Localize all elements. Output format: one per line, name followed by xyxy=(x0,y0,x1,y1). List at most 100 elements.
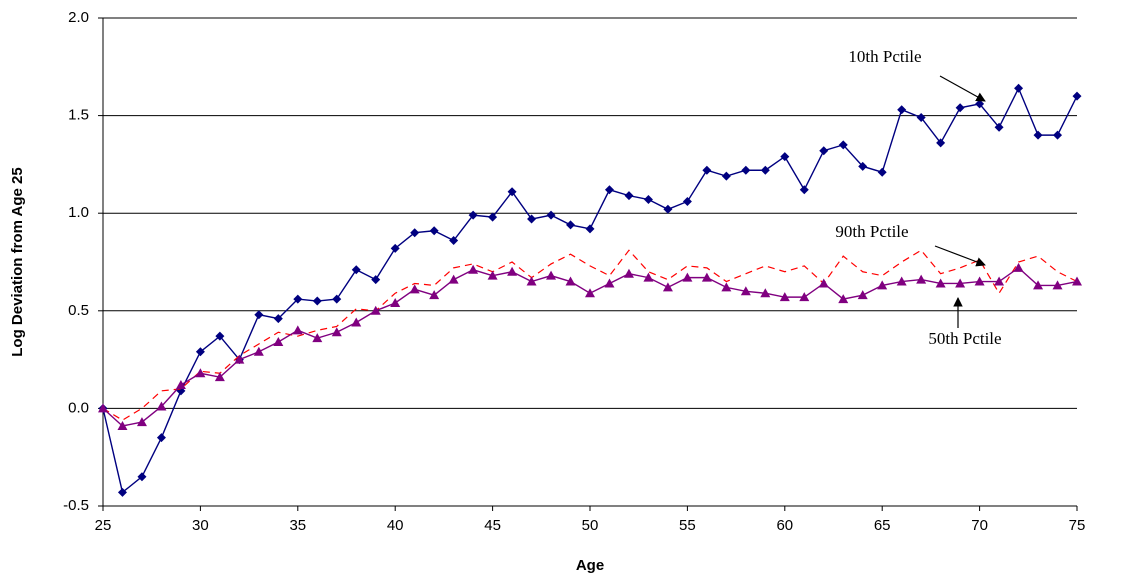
data-point xyxy=(566,220,576,230)
data-point xyxy=(897,105,907,115)
data-point xyxy=(663,204,673,214)
data-point xyxy=(643,272,654,282)
data-point xyxy=(974,276,985,286)
y-axis-label: Log Deviation from Age 25 xyxy=(9,167,26,356)
data-point xyxy=(332,294,342,304)
data-point xyxy=(955,103,965,113)
x-tick-label: 30 xyxy=(192,517,209,534)
data-point xyxy=(624,191,634,201)
data-point xyxy=(741,165,751,175)
x-tick-label: 75 xyxy=(1069,517,1086,534)
data-point xyxy=(1072,91,1082,101)
y-tick-label: 0.5 xyxy=(68,302,89,319)
data-point xyxy=(585,224,595,234)
data-point xyxy=(507,187,517,197)
data-point xyxy=(312,296,322,306)
data-point xyxy=(195,368,206,378)
data-point xyxy=(701,272,712,282)
data-point xyxy=(234,354,245,364)
data-point xyxy=(429,290,440,300)
data-point xyxy=(215,331,225,341)
data-point xyxy=(779,292,790,302)
data-point xyxy=(273,314,283,324)
y-tick-label: 1.5 xyxy=(68,107,89,124)
x-tick-label: 45 xyxy=(484,517,501,534)
data-point xyxy=(721,282,732,292)
data-point xyxy=(371,275,381,285)
data-point xyxy=(409,284,420,294)
data-point xyxy=(370,305,381,315)
data-point xyxy=(351,265,361,275)
data-point xyxy=(1033,280,1044,290)
data-point xyxy=(682,196,692,206)
data-point xyxy=(682,272,693,282)
data-point xyxy=(857,290,868,300)
data-point xyxy=(117,487,127,497)
data-point xyxy=(799,292,810,302)
data-point xyxy=(994,276,1005,286)
x-tick-label: 25 xyxy=(95,517,112,534)
data-point xyxy=(838,294,849,304)
series-label: 10th Pctile xyxy=(848,47,921,66)
data-point xyxy=(623,268,634,278)
x-tick-label: 60 xyxy=(776,517,793,534)
data-point xyxy=(429,226,439,236)
data-point xyxy=(351,317,362,327)
series-line xyxy=(102,249,1078,421)
data-point xyxy=(740,286,751,296)
data-point xyxy=(780,152,790,162)
data-point xyxy=(585,288,595,298)
data-point xyxy=(565,276,576,286)
series-label: 50th Pctile xyxy=(928,329,1001,348)
data-point xyxy=(760,165,770,175)
data-point xyxy=(604,185,614,195)
annotation-arrow xyxy=(939,75,986,102)
x-tick-label: 40 xyxy=(387,517,404,534)
data-point xyxy=(994,122,1004,132)
data-point xyxy=(156,401,167,411)
data-point xyxy=(1052,280,1063,290)
data-point xyxy=(410,228,420,238)
data-point xyxy=(98,403,108,413)
data-point xyxy=(643,195,653,205)
data-point xyxy=(449,236,459,246)
data-point xyxy=(293,294,303,304)
data-point xyxy=(390,243,400,253)
data-point xyxy=(117,420,128,430)
data-point xyxy=(331,327,342,337)
x-tick-label: 70 xyxy=(971,517,988,534)
data-point xyxy=(214,372,225,382)
data-point xyxy=(390,297,401,307)
data-point xyxy=(662,282,673,292)
x-tick-label: 35 xyxy=(289,517,306,534)
data-point xyxy=(156,433,166,443)
data-point xyxy=(896,276,907,286)
data-point xyxy=(273,337,284,347)
data-point xyxy=(1053,130,1063,140)
data-point xyxy=(526,276,537,286)
data-point xyxy=(1072,276,1082,286)
data-point xyxy=(916,274,927,284)
data-point xyxy=(1014,83,1024,93)
data-point xyxy=(468,264,479,274)
data-point xyxy=(1013,262,1024,272)
data-point xyxy=(468,210,478,220)
data-point xyxy=(838,140,848,150)
x-tick-label: 65 xyxy=(874,517,891,534)
data-point xyxy=(527,214,537,224)
data-point xyxy=(175,379,186,389)
data-point xyxy=(136,417,147,427)
data-point xyxy=(799,185,809,195)
data-point xyxy=(936,138,946,148)
annotation-arrow xyxy=(934,245,986,267)
data-point xyxy=(858,161,868,171)
data-point xyxy=(935,278,946,288)
data-point xyxy=(253,346,264,356)
data-point xyxy=(254,310,264,320)
data-point xyxy=(877,280,888,290)
data-point xyxy=(507,266,518,276)
data-point xyxy=(546,270,557,280)
data-point xyxy=(760,288,771,298)
data-point xyxy=(312,333,323,343)
